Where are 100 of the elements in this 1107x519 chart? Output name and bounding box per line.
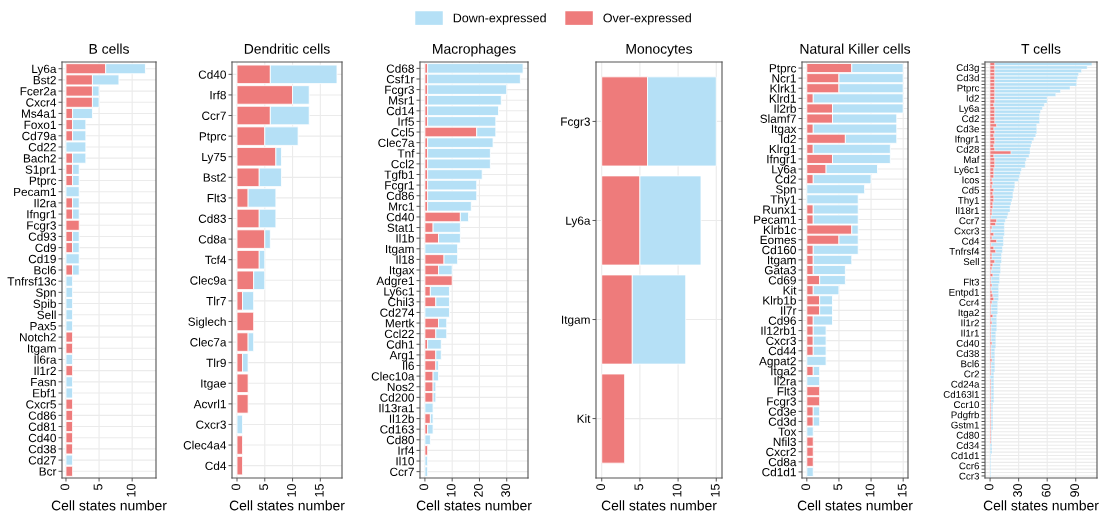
y-tick-label: Il2rb	[774, 104, 796, 113]
y-tick-label: Cd44	[768, 346, 797, 356]
y-tick-label: Cd28	[956, 145, 980, 153]
y-tick-label: Il12b	[389, 414, 414, 423]
y-tick-label: Ly6c1	[954, 166, 979, 176]
y-tick-label: Il1r2	[961, 319, 979, 327]
y-tick-label: Thy1	[770, 195, 796, 207]
y-tick-label: Flt3	[964, 278, 980, 286]
x-axis-title: Cell states number	[229, 500, 345, 511]
y-tick-label: Tlr7	[206, 296, 226, 306]
y-tick-label: Cd24a	[951, 380, 980, 388]
y-tick-label: Fcer2a	[20, 87, 57, 96]
y-tick-label: Il6	[403, 361, 414, 370]
y-tick-label: Cd83	[198, 214, 226, 223]
y-tick-label: Ccr7	[202, 111, 226, 120]
y-tick-label: Cd160	[762, 245, 796, 255]
x-tick-label: 10	[287, 484, 296, 497]
y-tick-label: Fcgr3	[561, 117, 590, 129]
y-tick-label: Csf1r	[386, 74, 415, 84]
y-tick-label: Ccr7	[959, 217, 979, 225]
chart-title: T cells	[1021, 43, 1061, 54]
y-tick-label: Il12rb1	[761, 326, 796, 335]
y-tick-label: Siglech	[188, 317, 226, 329]
y-tick-label: Spn	[35, 288, 56, 300]
chart-title: Natural Killer cells	[800, 43, 911, 54]
y-tick-label: Cd27	[28, 455, 56, 465]
y-tick-label: Cd1d1	[762, 467, 796, 477]
y-tick-label: Cd40	[386, 212, 414, 222]
x-axis-title: Cell states number	[601, 500, 717, 511]
x-tick-label: 60	[1041, 484, 1051, 497]
y-tick-label: Ccr7	[390, 467, 414, 477]
y-tick-label: Itgam	[386, 244, 414, 256]
y-tick-label: Cd3e	[956, 125, 980, 133]
y-tick-label: Acvrl1	[193, 399, 226, 409]
y-tick-label: Ccr10	[954, 401, 980, 409]
y-tick-label: Klrd1	[769, 94, 796, 103]
y-tick-label: Il1r1	[961, 329, 979, 337]
y-tick-label: Ly6a	[772, 165, 797, 176]
y-tick-label: Cd69	[768, 275, 796, 285]
y-tick-label: Il18	[396, 255, 414, 264]
x-tick-label: 10	[672, 484, 682, 497]
y-tick-label: Tlr9	[206, 358, 226, 368]
y-tick-label: Cd86	[28, 411, 56, 420]
x-tick-label: 20	[473, 484, 483, 497]
x-tick-label: 30	[1013, 484, 1022, 497]
y-tick-label: Cd8a	[768, 457, 797, 467]
y-tick-label: Slamf7	[760, 114, 796, 123]
y-tick-label: Il7r	[781, 306, 797, 315]
y-tick-label: Tcf4	[205, 255, 227, 265]
x-axis-title: Cell states number	[983, 500, 1099, 511]
x-axis-title: Cell states number	[51, 500, 167, 511]
y-tick-label: Itgam	[562, 315, 590, 327]
y-tick-label: Gstm1	[951, 421, 979, 429]
y-tick-label: Cd68	[386, 64, 414, 73]
y-tick-label: Ccr3	[959, 472, 980, 480]
x-tick-label: 15	[314, 484, 324, 497]
y-tick-label: Cd3d	[956, 74, 979, 82]
y-tick-label: Ccl5	[391, 127, 414, 137]
x-tick-label: 15	[710, 484, 720, 497]
y-tick-label: Tox	[778, 427, 797, 436]
y-tick-label: Cd200	[380, 393, 414, 402]
y-tick-label: Klrb1c	[763, 225, 797, 235]
y-tick-label: Eomes	[760, 235, 797, 245]
y-tick-label: Cxcr4	[26, 98, 57, 107]
y-tick-label: Cd40	[198, 70, 226, 79]
y-tick-label: Cd2	[775, 174, 796, 184]
y-tick-label: Ly6a	[566, 216, 591, 228]
y-tick-label: Irf5	[398, 117, 414, 126]
y-tick-label: Bcr	[39, 467, 57, 476]
y-tick-label: Fcgr3	[385, 85, 414, 97]
x-tick-label: 0	[801, 484, 811, 491]
y-tick-label: Itgam	[768, 256, 796, 267]
y-tick-label: Kit	[783, 285, 797, 295]
y-tick-label: Flt3	[777, 386, 796, 396]
x-axis-title: Cell states number	[416, 500, 532, 511]
x-tick-label: 0	[596, 484, 606, 491]
y-tick-label: Thy1	[958, 196, 979, 206]
y-tick-label: Spib	[33, 299, 56, 311]
y-tick-label: Cd40	[956, 339, 980, 347]
chart-title: B cells	[89, 43, 129, 54]
y-tick-label: Clec4a4	[183, 440, 227, 450]
legend-label: Over-expressed	[603, 13, 691, 25]
y-tick-label: Cxcr5	[26, 400, 56, 409]
y-tick-label: Id2	[966, 94, 979, 102]
y-tick-label: Cd22	[28, 142, 56, 152]
y-tick-label: Cd3d	[768, 417, 796, 426]
y-tick-label: Ccl2	[391, 159, 414, 169]
y-tick-label: Cd19	[28, 254, 56, 264]
y-tick-label: Foxo1	[24, 120, 56, 130]
legend-label: Down-expressed	[453, 13, 546, 25]
y-tick-label: Bcl6	[961, 360, 980, 368]
y-tick-label: Ms4a1	[21, 109, 56, 118]
y-tick-label: Chil3	[388, 297, 414, 307]
y-tick-label: Ebf1	[33, 388, 56, 398]
x-tick-label: 5	[634, 484, 644, 491]
y-tick-label: Ifngr1	[767, 154, 796, 166]
x-tick-label: 5	[259, 484, 269, 491]
y-tick-label: S1pr1	[25, 165, 56, 177]
y-tick-label: Ptprc	[29, 176, 57, 188]
chart-title: Monocytes	[626, 44, 693, 57]
